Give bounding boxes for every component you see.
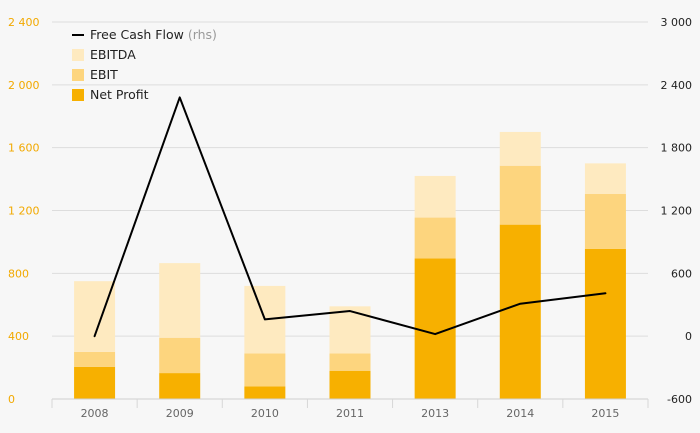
y-right-tick-label: 2 400 bbox=[661, 79, 693, 92]
x-tick-label: 2014 bbox=[506, 407, 534, 420]
legend-swatch-ebit bbox=[72, 69, 84, 81]
bar-ebitda-2013 bbox=[414, 175, 456, 218]
bar-ebit-2014 bbox=[499, 165, 541, 225]
bar-net-profit-2015 bbox=[584, 248, 626, 399]
bar-ebitda-2009 bbox=[159, 263, 201, 338]
y-right-tick-label: 600 bbox=[671, 267, 692, 280]
x-tick-label: 2011 bbox=[336, 407, 364, 420]
x-tick-label: 2015 bbox=[591, 407, 619, 420]
x-tick-label: 2010 bbox=[251, 407, 279, 420]
legend-swatch-net-profit bbox=[72, 89, 84, 101]
x-tick-label: 2008 bbox=[81, 407, 109, 420]
bar-net-profit-2014 bbox=[499, 224, 541, 399]
legend-label-net-profit: Net Profit bbox=[90, 87, 149, 102]
legend-label-text: EBITDA bbox=[90, 47, 136, 62]
y-right-tick-label: 3 000 bbox=[661, 16, 693, 29]
y-left-tick-label: 2 000 bbox=[8, 79, 40, 92]
legend-label-text: Free Cash Flow bbox=[90, 27, 184, 42]
y-right-tick-label: -600 bbox=[667, 393, 692, 406]
y-left-tick-label: 400 bbox=[8, 330, 29, 343]
bar-ebitda-2015 bbox=[584, 163, 626, 195]
grid-lines bbox=[52, 21, 648, 337]
legend-label-text: EBIT bbox=[90, 67, 118, 82]
free-cash-flow-line bbox=[93, 96, 607, 338]
bar-ebit-2010 bbox=[244, 353, 286, 387]
line-series bbox=[93, 96, 607, 338]
bar-net-profit-2009 bbox=[159, 373, 201, 399]
legend-swatch-ebitda bbox=[72, 49, 84, 61]
x-tick-label: 2013 bbox=[421, 407, 449, 420]
legend-label-suffix: (rhs) bbox=[188, 27, 217, 42]
bar-series bbox=[74, 131, 626, 399]
y-right-tick-label: 0 bbox=[685, 330, 692, 343]
bar-net-profit-2008 bbox=[74, 366, 116, 399]
bar-ebit-2011 bbox=[329, 353, 371, 371]
y-left-tick-label: 1 600 bbox=[8, 142, 40, 155]
bar-ebit-2015 bbox=[584, 194, 626, 249]
bar-ebitda-2008 bbox=[74, 281, 116, 352]
bar-ebitda-2014 bbox=[499, 131, 541, 166]
legend-label-text: Net Profit bbox=[90, 87, 149, 102]
y-left-tick-label: 800 bbox=[8, 267, 29, 280]
bar-ebit-2013 bbox=[414, 217, 456, 259]
y-right-tick-label: 1 800 bbox=[661, 142, 693, 155]
legend-label-ebitda: EBITDA bbox=[90, 47, 136, 62]
legend-label-ebit: EBIT bbox=[90, 67, 118, 82]
legend: Free Cash Flow (rhs) EBITDA EBIT Net Profit bbox=[72, 27, 217, 102]
bar-ebit-2009 bbox=[159, 337, 201, 374]
y-right-tick-label: 1 200 bbox=[661, 205, 693, 218]
bar-net-profit-2010 bbox=[244, 386, 286, 399]
y-left-tick-label: 0 bbox=[8, 393, 15, 406]
y-left-tick-label: 1 200 bbox=[8, 205, 40, 218]
axes: 0 400 800 1 200 1 600 2 000 2 400 -600 0 600 1 200… bbox=[8, 16, 692, 420]
y-left-tick-label: 2 400 bbox=[8, 16, 40, 29]
legend-label-free-cash-flow: Free Cash Flow (rhs) bbox=[90, 27, 217, 42]
x-tick-label: 2009 bbox=[166, 407, 194, 420]
bar-net-profit-2011 bbox=[329, 370, 371, 399]
bar-ebit-2008 bbox=[74, 351, 116, 367]
